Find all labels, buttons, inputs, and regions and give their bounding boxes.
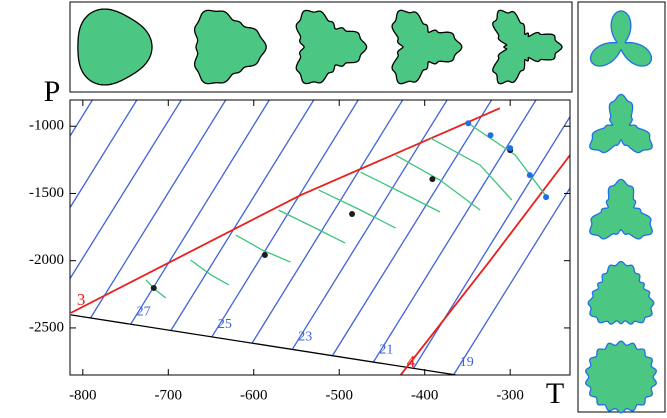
- shape: [587, 260, 655, 325]
- y-tick-label: -2500: [29, 319, 64, 335]
- x-tick-label: -600: [240, 387, 268, 403]
- curve: [453, 186, 570, 375]
- y-tick-label: -1500: [29, 185, 64, 201]
- curve: [70, 100, 182, 280]
- x-tick-label: -700: [155, 387, 183, 403]
- curve: [372, 100, 537, 363]
- x-tick-label: -500: [325, 387, 353, 403]
- curve: [395, 154, 481, 211]
- data-point: [487, 132, 494, 139]
- curve: [278, 209, 346, 244]
- data-point: [507, 145, 514, 152]
- curve: [400, 154, 570, 375]
- curve-label: 19: [460, 355, 474, 370]
- shape: [589, 10, 653, 67]
- y-tick-label: -2000: [29, 252, 64, 268]
- curve: [413, 115, 570, 369]
- curve: [70, 100, 93, 138]
- shape: [492, 9, 563, 85]
- x-tick-label: -300: [496, 387, 524, 403]
- curve-label: 25: [218, 317, 232, 332]
- top-panel: [69, 1, 573, 93]
- shape: [391, 9, 463, 85]
- curve: [70, 107, 501, 314]
- curve: [70, 100, 138, 209]
- curve: [430, 137, 513, 201]
- data-point: [349, 211, 356, 218]
- curve: [360, 171, 441, 213]
- data-point: [526, 172, 533, 179]
- curve-label: 3: [77, 290, 86, 309]
- shape: [295, 9, 368, 85]
- shape: [585, 340, 657, 414]
- curve: [467, 122, 546, 196]
- curve-label: 4: [407, 352, 416, 371]
- x-tick-label: -400: [411, 387, 439, 403]
- curve: [130, 100, 270, 325]
- curve-label: 27: [137, 304, 151, 319]
- shape: [589, 178, 653, 240]
- curve: [318, 189, 396, 229]
- curve: [70, 314, 456, 375]
- curve-label: 21: [379, 342, 393, 357]
- curve: [190, 259, 230, 286]
- curve: [170, 100, 315, 331]
- shape: [193, 9, 267, 85]
- data-point: [429, 176, 436, 183]
- x-tick-label: -800: [69, 387, 97, 403]
- data-point: [150, 284, 157, 291]
- curve: [235, 234, 291, 263]
- plot-labels: 27 25 23 21 19 3 4: [77, 290, 474, 371]
- curve: [211, 100, 359, 338]
- data-point: [543, 194, 550, 201]
- data-point: [465, 120, 472, 127]
- plot-frame: [69, 99, 571, 376]
- shape-gallery: [77, 8, 657, 414]
- x-axis-label: T: [546, 377, 564, 410]
- curve: [89, 100, 227, 319]
- plot-area: [70, 100, 570, 375]
- curve-label: 23: [298, 330, 312, 345]
- data-point: [261, 252, 268, 259]
- shape: [589, 93, 653, 154]
- curve: [331, 100, 492, 357]
- curve: [291, 100, 448, 350]
- shape: [77, 8, 153, 86]
- y-axis-label: P: [44, 75, 61, 108]
- curve: [251, 100, 404, 344]
- y-tick-label: -1000: [29, 118, 64, 134]
